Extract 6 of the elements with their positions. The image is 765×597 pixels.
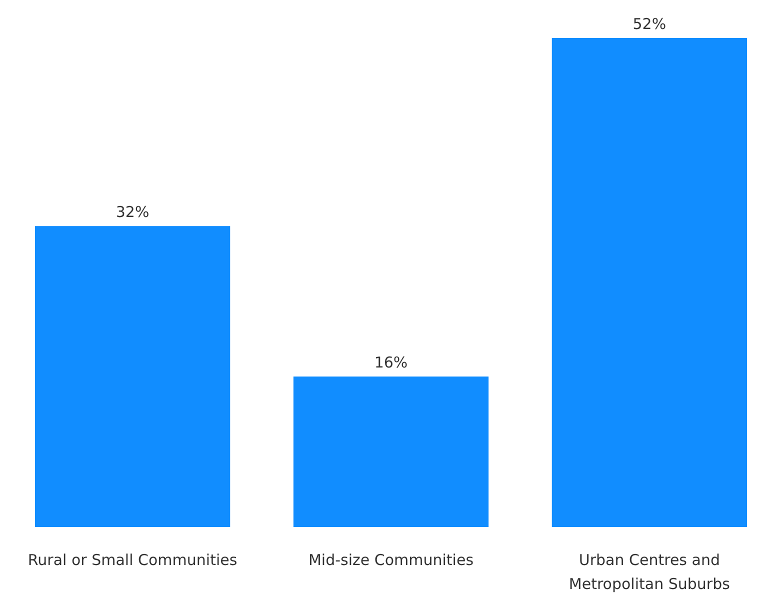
data-label: 32% bbox=[116, 203, 150, 222]
data-label: 16% bbox=[374, 354, 408, 372]
data-label: 52% bbox=[632, 15, 666, 33]
x-tick-label: Urban Centres and Metropolitan Suburbs bbox=[568, 551, 730, 593]
x-tick-label: Mid-size Communities bbox=[308, 551, 474, 569]
x-tick-label: Rural or Small Communities bbox=[28, 551, 238, 569]
